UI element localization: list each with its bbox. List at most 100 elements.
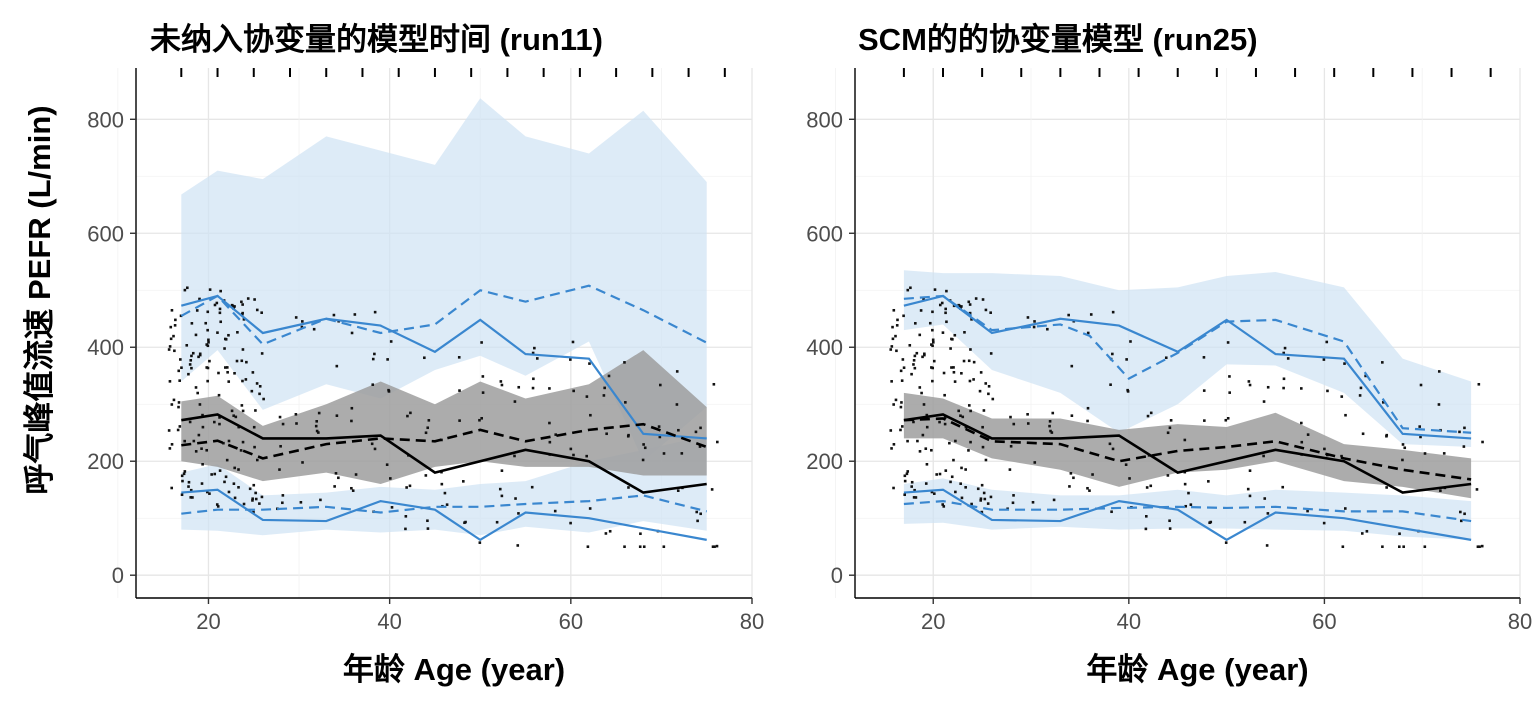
data-point <box>548 440 552 444</box>
data-point <box>478 418 481 422</box>
data-point <box>923 353 926 357</box>
data-point <box>387 390 391 393</box>
series-sim-p95 <box>180 284 708 346</box>
data-point <box>354 473 358 476</box>
data-point <box>1189 503 1193 506</box>
data-point <box>1088 489 1091 492</box>
data-point <box>205 448 209 452</box>
data-point <box>232 414 235 418</box>
data-point <box>224 475 228 479</box>
data-point <box>170 443 174 446</box>
data-point <box>571 340 575 344</box>
data-point <box>1051 411 1055 415</box>
data-point <box>1089 313 1093 316</box>
data-point <box>1262 400 1266 403</box>
data-point <box>215 503 219 506</box>
data-point <box>1052 498 1056 502</box>
data-point <box>984 382 988 385</box>
data-point <box>1032 325 1036 329</box>
data-point <box>1069 472 1073 475</box>
data-point <box>300 325 304 329</box>
data-point <box>982 409 986 412</box>
data-point <box>987 385 991 388</box>
data-point <box>224 366 227 369</box>
data-point <box>627 486 630 489</box>
data-point <box>168 447 172 450</box>
data-point <box>1144 515 1148 518</box>
band-p95 <box>903 270 1472 447</box>
data-point <box>258 392 261 396</box>
data-point <box>252 510 255 514</box>
data-point <box>604 532 608 535</box>
data-point <box>970 502 973 506</box>
data-point <box>889 348 893 351</box>
data-point <box>960 466 963 470</box>
data-point <box>319 498 322 502</box>
data-point <box>1086 331 1090 335</box>
data-point <box>938 303 942 307</box>
data-point <box>986 502 990 505</box>
data-point <box>207 338 210 342</box>
data-point <box>513 454 516 458</box>
data-point <box>943 416 947 419</box>
y-tick-label: 0 <box>831 563 843 588</box>
x-tick-label: 60 <box>559 609 583 634</box>
data-point <box>924 447 928 450</box>
y-tick-label: 400 <box>806 335 843 360</box>
data-point <box>680 452 684 455</box>
data-point <box>230 409 234 413</box>
data-point <box>206 379 209 383</box>
data-point <box>252 483 256 487</box>
data-point <box>206 328 209 332</box>
data-point <box>930 490 934 494</box>
data-point <box>1398 532 1401 536</box>
data-point <box>333 485 336 488</box>
data-point <box>1300 421 1303 425</box>
data-point <box>695 510 699 514</box>
data-point <box>588 362 591 365</box>
data-point <box>535 357 539 360</box>
data-point <box>458 419 461 422</box>
x-tick-label: 40 <box>377 609 401 634</box>
data-point <box>935 473 938 476</box>
data-point <box>953 380 957 383</box>
data-point <box>218 422 221 426</box>
data-point <box>500 494 504 498</box>
data-point <box>1265 544 1269 547</box>
data-point <box>930 448 933 452</box>
data-point <box>1224 541 1228 544</box>
data-point <box>312 327 316 331</box>
data-point <box>980 483 984 487</box>
data-point <box>183 439 186 443</box>
data-point <box>1050 431 1054 434</box>
data-point <box>699 512 702 516</box>
x-tick-label: 80 <box>740 609 764 634</box>
data-point <box>1306 509 1309 513</box>
data-point <box>589 413 592 417</box>
data-point <box>970 318 973 321</box>
data-point <box>181 479 184 483</box>
data-point <box>299 500 303 504</box>
data-point <box>1184 504 1188 508</box>
data-point <box>169 337 173 341</box>
data-point <box>569 521 572 525</box>
data-point <box>900 379 904 382</box>
data-point <box>933 288 937 291</box>
data-point <box>218 469 222 472</box>
data-point <box>899 428 902 432</box>
data-point <box>227 380 231 383</box>
data-point <box>445 503 449 506</box>
data-point <box>972 360 976 364</box>
data-point <box>981 445 985 449</box>
data-point <box>969 409 972 413</box>
data-point <box>253 298 256 301</box>
data-point <box>241 348 245 351</box>
data-point <box>240 404 244 407</box>
data-point <box>495 520 499 524</box>
data-point <box>1459 510 1462 514</box>
data-point <box>210 473 213 476</box>
data-point <box>1343 507 1347 510</box>
data-point <box>950 475 954 479</box>
data-point <box>1183 438 1187 442</box>
data-point <box>294 316 298 319</box>
